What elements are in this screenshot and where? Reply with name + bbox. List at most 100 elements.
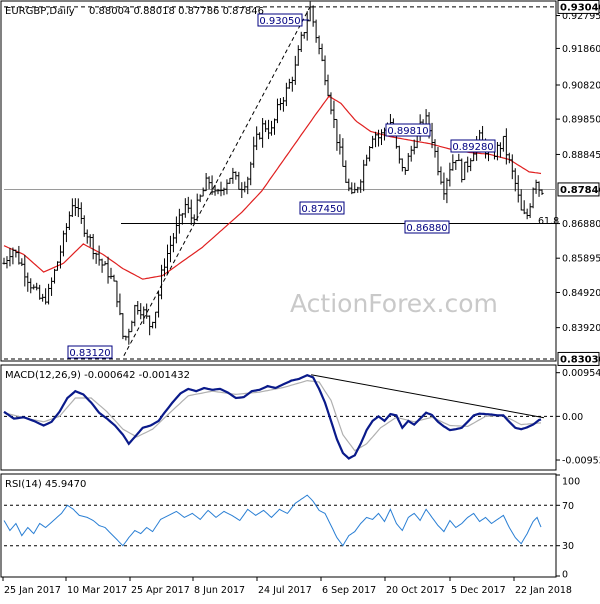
ohlc-bar: [460, 158, 464, 183]
ohlc-bar: [100, 258, 104, 273]
ohlc-bar: [156, 291, 161, 318]
rsi-title: RSI(14) 45.9470: [5, 479, 86, 490]
ohlc-bar: [85, 229, 89, 244]
ohlc-bar: [537, 181, 541, 197]
x-tick-label: 8 Jun 2017: [194, 585, 245, 596]
ohlc-bar: [213, 184, 217, 196]
x-tick-label: 6 Sep 2017: [322, 585, 376, 596]
ohlc-bar: [370, 135, 375, 149]
price-panel-frame: [0, 0, 557, 362]
price-callout: 0.83120: [67, 345, 113, 359]
ohlc-bar: [495, 141, 500, 161]
price-callout-label: 0.87450: [301, 204, 342, 215]
price-y-tick: 0.84920: [562, 288, 600, 299]
rsi-y-tick: 0: [562, 570, 568, 581]
macd-y-tick: 0.00954: [562, 368, 600, 379]
ohlc-bar: [115, 280, 119, 308]
ohlc-bar: [463, 161, 467, 181]
macd-line: [3, 374, 542, 460]
price-callout: 0.93050: [257, 13, 303, 27]
ohlc-bar: [55, 261, 60, 271]
ohlc-bar: [17, 245, 21, 265]
ohlc-bar: [323, 55, 327, 86]
ohlc-bar: [296, 45, 300, 66]
ohlc-bar: [165, 244, 170, 274]
x-tick-label: 5 Dec 2017: [451, 585, 506, 596]
ohlc-bar: [454, 160, 458, 170]
ohlc-bar: [403, 167, 407, 175]
ohlc-bar: [58, 245, 63, 269]
ohlc-bar: [513, 168, 517, 192]
ohlc-bar: [308, 1, 312, 22]
ohlc-bar: [171, 233, 176, 253]
price-y-tick: 0.91860: [562, 44, 600, 55]
ohlc-bar: [335, 118, 339, 151]
ohlc-bar: [400, 158, 404, 172]
ohlc-bar: [278, 98, 283, 111]
ohlc-bar: [189, 199, 193, 226]
ohlc-bar: [14, 249, 18, 258]
ohlc-bar: [272, 118, 277, 135]
ohlc-bar: [228, 177, 232, 184]
ohlc-bar: [498, 142, 503, 158]
price-header-symbol: EURGBP,Daily: [5, 6, 75, 17]
ohlc-bar: [49, 277, 54, 296]
ohlc-bar: [139, 303, 143, 320]
price-y-tick: 0.83920: [562, 323, 600, 334]
price-y-tick: 0.92795: [562, 11, 600, 22]
ohlc-bar: [44, 288, 48, 305]
price-candles: [2, 1, 544, 345]
price-y-tick: 0.88845: [562, 150, 600, 161]
ohlc-bar: [445, 177, 449, 204]
ohlc-bar: [195, 193, 199, 222]
ohlc-bar: [302, 32, 306, 39]
macd-group: 0.00954 0.00 -0.009538: [3, 368, 600, 467]
ohlc-bar: [338, 134, 342, 155]
ohlc-bar: [433, 139, 437, 158]
ohlc-bar: [237, 171, 241, 190]
ohlc-bar: [73, 198, 77, 216]
macd-trendline: [311, 374, 545, 419]
rsi-y-tick: 30: [562, 541, 574, 552]
ohlc-bar: [91, 233, 95, 260]
ohlc-bar: [252, 136, 256, 168]
ohlc-bar: [76, 198, 80, 218]
price-callout-label: 0.89810: [387, 126, 428, 137]
ohlc-bar: [540, 189, 544, 196]
ohlc-bar: [430, 122, 434, 149]
x-tick-label: 10 Mar 2017: [67, 585, 127, 596]
ohlc-bar: [216, 188, 220, 195]
ohlc-bar: [531, 187, 535, 209]
price-y-tick: 0.85895: [562, 254, 600, 265]
ohlc-bar: [112, 274, 116, 282]
ohlc-bar: [344, 160, 348, 183]
ohlc-bar: [61, 230, 66, 257]
ohlc-bar: [118, 293, 122, 316]
ohlc-bar: [287, 78, 291, 89]
ohlc-bar: [5, 256, 9, 269]
ohlc-bar: [20, 258, 24, 267]
ohlc-bar: [379, 129, 384, 146]
ohlc-bar: [510, 154, 514, 180]
rsi-panel-frame: [0, 473, 557, 578]
ohlc-bar: [246, 176, 250, 195]
ohlc-bar: [231, 167, 235, 184]
ohlc-bar: [284, 82, 288, 107]
ohlc-bar: [26, 272, 30, 292]
ohlc-bar: [35, 282, 39, 291]
ohlc-bar: [201, 187, 205, 197]
ohlc-bar: [94, 252, 98, 264]
macd-y-tick: -0.009538: [562, 456, 600, 467]
ohlc-bar: [41, 293, 45, 302]
ohlc-bar: [207, 176, 211, 190]
price-callouts: 0.93050 0.89810 0.89280 0.87450 0.86880 0.831…: [67, 13, 496, 359]
ohlc-bar: [507, 152, 511, 164]
ohlc-bar: [504, 128, 508, 165]
ohlc-bar: [210, 175, 214, 195]
price-y-tick: 0.89850: [562, 115, 600, 126]
price-callout: 0.87450: [299, 201, 345, 215]
ohlc-bar: [347, 178, 351, 192]
ohlc-bar: [186, 196, 190, 214]
